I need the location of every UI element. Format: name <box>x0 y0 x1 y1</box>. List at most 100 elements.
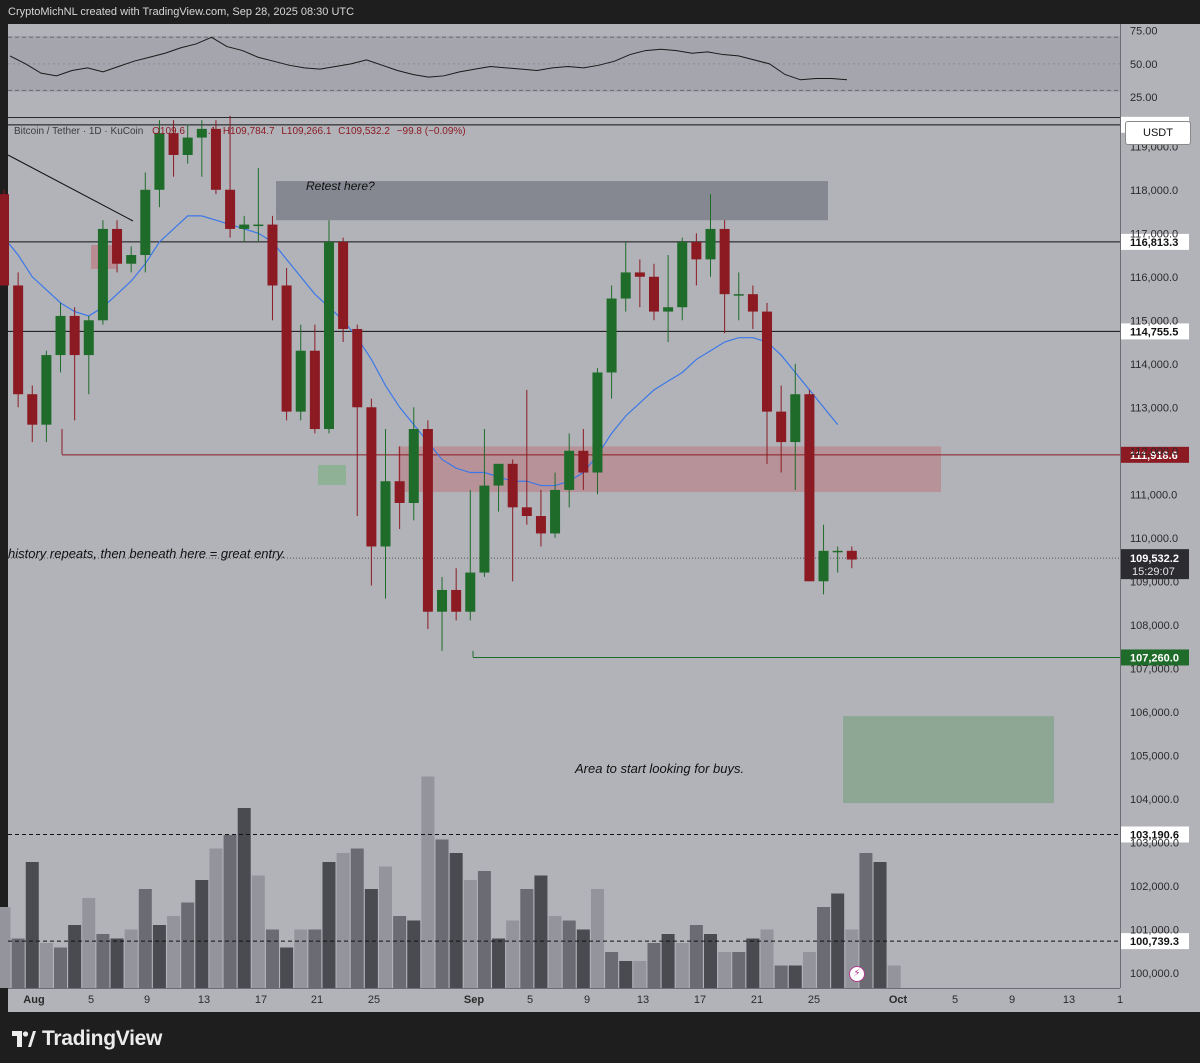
candle-body <box>309 350 320 430</box>
volume-bar <box>322 862 336 988</box>
candle-body <box>168 133 179 155</box>
volume-bar <box>647 943 661 988</box>
ohlc-open-tail: .1 <box>208 126 217 137</box>
volume-bar <box>548 916 562 988</box>
price-tick-label: 111,000.0 <box>1130 489 1177 501</box>
volume-bar <box>562 920 576 988</box>
volume-bar <box>209 848 223 988</box>
level-label-box <box>1121 233 1189 250</box>
volume-bar <box>82 898 96 988</box>
volume-bar <box>774 965 788 988</box>
volume-bar <box>746 938 760 988</box>
volume-bar <box>506 920 520 988</box>
candle-body <box>691 241 702 260</box>
time-tick-label: 25 <box>808 994 820 1006</box>
volume-bar <box>689 925 703 988</box>
volume-bar <box>152 925 166 988</box>
volume-bar <box>39 943 53 988</box>
price-tick-label: 118,000.0 <box>1130 185 1178 197</box>
volume-bar <box>251 875 265 988</box>
volume-bar <box>760 929 774 988</box>
bolt-icon[interactable]: ⚡ <box>849 966 865 982</box>
time-tick-label: Aug <box>23 994 44 1006</box>
candle-body <box>776 411 787 443</box>
volume-bar <box>11 938 25 988</box>
price-pane-background <box>8 118 1120 988</box>
volume-bar <box>520 889 534 988</box>
moving-average-line <box>3 215 839 487</box>
time-tick-label: Sep <box>464 994 484 1006</box>
volume-bar <box>237 808 251 988</box>
level-label: 111,918.6 <box>1130 450 1178 462</box>
candle-body <box>380 481 391 547</box>
price-tick-label: 102,000.0 <box>1130 881 1179 893</box>
volume-bar <box>181 902 195 988</box>
volume-bar <box>68 925 82 988</box>
candle-body <box>225 189 236 229</box>
attribution-bar: CryptoMichNL created with TradingView.co… <box>0 0 1200 24</box>
candle-body <box>648 276 659 312</box>
candle-body <box>97 228 108 321</box>
candle-body <box>578 450 589 473</box>
candle-body <box>535 516 546 534</box>
volume-bar <box>477 871 491 988</box>
price-tick-label: 103,000.0 <box>1130 837 1179 849</box>
volume-bar <box>788 965 802 988</box>
candle-body <box>352 328 363 408</box>
time-tick-label: 17 <box>255 994 267 1006</box>
volume-bar <box>294 929 308 988</box>
candle-body <box>140 189 151 256</box>
candle-body <box>620 272 631 299</box>
level-label-box <box>1121 649 1189 666</box>
volume-bar <box>732 952 746 988</box>
level-label-box <box>1121 446 1189 463</box>
time-tick-label: 5 <box>952 994 958 1006</box>
volume-bar <box>54 947 68 988</box>
candle-body <box>408 429 419 503</box>
candle-body <box>239 224 250 229</box>
ohlc-high: H109,784.7 <box>223 126 275 137</box>
time-tick-label: 13 <box>637 994 649 1006</box>
candle-body <box>564 450 575 490</box>
volume-bar <box>718 952 732 988</box>
candle-body <box>507 463 518 508</box>
volume-bar <box>817 907 831 988</box>
currency-selector[interactable]: USDT <box>1125 121 1191 145</box>
candle-body <box>55 315 66 356</box>
countdown-label: 15:29:07 <box>1132 566 1175 578</box>
time-tick-label: 9 <box>584 994 590 1006</box>
chart-canvas[interactable]: 119,504.8116,813.3114,755.5111,918.6107,… <box>0 0 1200 1012</box>
candle-body <box>295 350 306 412</box>
tradingview-logo-icon <box>12 1031 36 1047</box>
candle-body <box>747 294 758 312</box>
candle-body <box>281 285 292 412</box>
candle-body <box>338 241 349 329</box>
level-label: 107,260.0 <box>1130 652 1179 664</box>
rsi-tick-label: 75.00 <box>1130 26 1158 38</box>
volume-bar <box>265 929 279 988</box>
candle-body <box>663 307 674 312</box>
candle-body <box>422 429 433 612</box>
time-tick-label: Oct <box>889 994 908 1006</box>
annotation-history-repeats: history repeats, then beneath here = gre… <box>8 546 286 561</box>
price-tick-label: 105,000.0 <box>1130 750 1179 762</box>
price-tick-label: 115,000.0 <box>1130 315 1178 327</box>
price-tick-label: 114,000.0 <box>1130 359 1178 371</box>
price-tick-label: 116,000.0 <box>1130 272 1178 284</box>
ohlc-close: C109,532.2 <box>338 126 390 137</box>
candle-body <box>366 407 377 547</box>
volume-bar <box>873 862 887 988</box>
symbol-line: Bitcoin / Tether · 1D · KuCoin O109,6 .1… <box>14 126 466 137</box>
current-price-label: 109,532.2 <box>1130 553 1179 565</box>
ohlc-open: O109,6 <box>152 126 185 137</box>
candle-body <box>705 228 716 260</box>
price-tick-label: 112,000.0 <box>1130 446 1178 458</box>
price-tick-label: 117,000.0 <box>1130 228 1178 240</box>
attribution-text: CryptoMichNL created with TradingView.co… <box>8 6 355 18</box>
time-axis-background <box>8 988 1200 1012</box>
volume-bar <box>675 943 689 988</box>
tradingview-logo[interactable]: TradingView <box>12 1027 162 1051</box>
zone-support <box>398 446 941 493</box>
time-tick-label: 13 <box>1063 994 1075 1006</box>
volume-bar <box>887 965 901 988</box>
